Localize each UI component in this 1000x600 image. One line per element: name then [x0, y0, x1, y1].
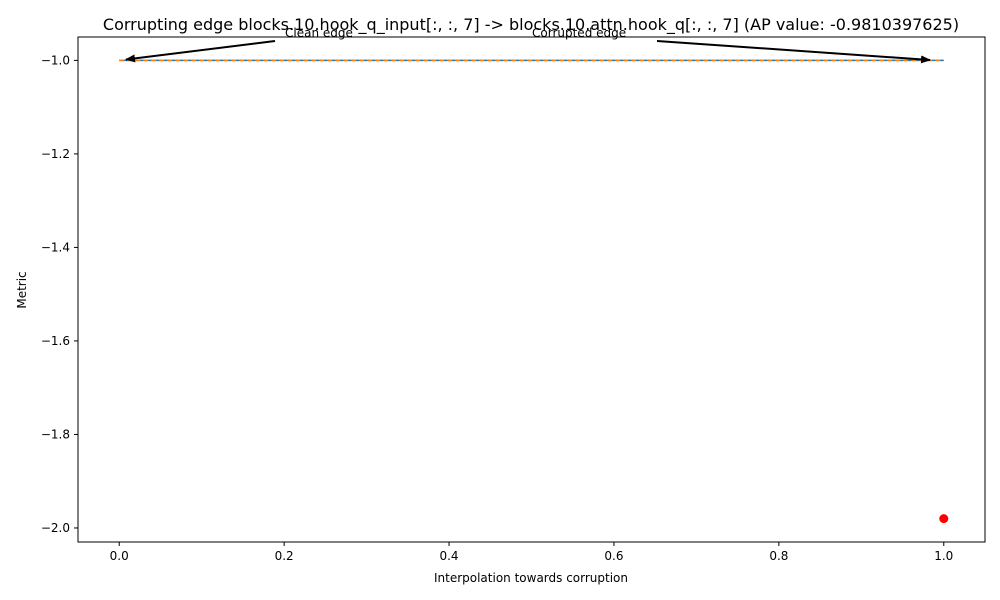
y-tick-label: −1.4: [41, 240, 70, 254]
annotation-arrow: [656, 40, 931, 64]
x-tick-label: 0.4: [439, 549, 458, 563]
x-tick-label: 0.2: [275, 549, 294, 563]
y-tick-label: −1.6: [41, 334, 70, 348]
plot-area: [77, 36, 986, 543]
data-point: [939, 514, 949, 524]
annotation-layer: Clean edge Corrupted edge: [125, 26, 931, 64]
y-tick-label: −2.0: [41, 521, 70, 535]
y-axis-ticks: −1.0 −1.2 −1.4 −1.6 −1.8 −2.0: [41, 53, 78, 535]
annotation-arrow: [125, 40, 276, 63]
x-axis-label: Interpolation towards corruption: [434, 571, 628, 585]
x-axis-ticks: 0.0 0.2 0.4 0.6 0.8 1.0: [110, 542, 953, 563]
y-tick-label: −1.8: [41, 427, 70, 441]
y-tick-label: −1.2: [41, 147, 70, 161]
y-axis-label: Metric: [15, 271, 29, 308]
x-tick-label: 0.6: [604, 549, 623, 563]
y-tick-label: −1.0: [41, 53, 70, 67]
annotation-label: Clean edge: [285, 26, 353, 40]
x-tick-label: 0.0: [110, 549, 129, 563]
x-tick-label: 1.0: [934, 549, 953, 563]
x-tick-label: 0.8: [769, 549, 788, 563]
chart-title: Corrupting edge blocks.10.hook_q_input[:…: [103, 15, 959, 35]
annotation-label: Corrupted edge: [532, 26, 626, 40]
series-layer: [119, 59, 949, 524]
